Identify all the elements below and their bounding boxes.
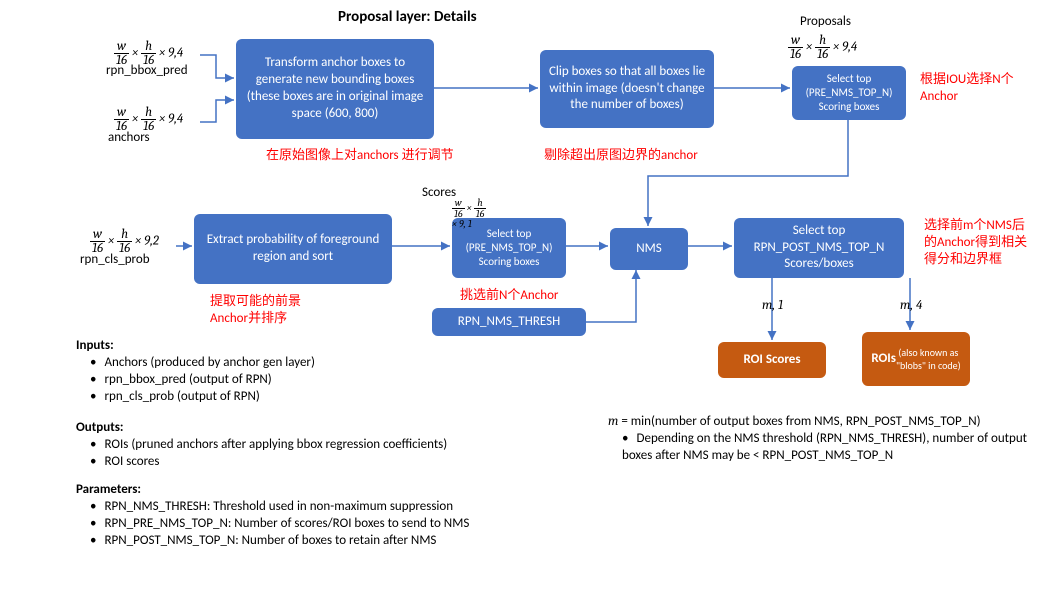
params-title: Parameters: [76,482,141,497]
outputs-title: Outputs: [76,420,124,435]
node-transform: Transform anchor boxes to generate new b… [236,39,434,139]
formula-bbox: w16 × h16 × 9,4 [114,40,183,67]
node-roiscores: ROI Scores [718,342,826,378]
list-item: Anchors (produced by anchor gen layer) [90,355,496,372]
list-item: ROIs (pruned anchors after applying bbox… [90,437,556,454]
list-item: RPN_PRE_NMS_TOP_N: Number of scores/ROI … [90,516,596,533]
diagram-title: Proposal layer: Details [338,8,477,26]
node-thresh: RPN_NMS_THRESH [432,308,586,336]
note-r6: 选择前m个NMS后 的Anchor得到相关 得分和边界框 [924,218,1027,269]
block-inputs: Inputs: Anchors (produced by anchor gen … [76,338,496,406]
node-rois: ROIs(also known as"blobs" in code) [862,332,970,386]
inputs-title: Inputs: [76,338,114,353]
label-proposals: Proposals [800,14,851,31]
node-seltop3: Select top RPN_POST_NMS_TOP_N Scores/box… [734,218,904,278]
list-item: Depending on the NMS threshold (RPN_NMS_… [622,431,1038,465]
formula-scores: w16 × h16× 9, 1 [452,198,486,229]
note-r5: 挑选前N个Anchor [460,288,558,305]
list-item: rpn_cls_prob (output of RPN) [90,389,496,406]
list-item: ROI scores [90,454,556,471]
note-r4: 提取可能的前景 Anchor并排序 [210,294,301,328]
mdef-line1: m = min(number of output boxes from NMS,… [608,414,1038,431]
list-item: RPN_POST_NMS_TOP_N: Number of boxes to r… [90,533,596,550]
note-r3: 根据IOU选择N个 Anchor [920,72,1014,106]
node-clip: Clip boxes so that all boxes lie within … [540,50,714,128]
note-r2: 剔除超出原图边界的anchor [544,148,698,165]
formula-anchors: w16 × h16 × 9,4 [114,106,183,133]
node-extract: Extract probability of foreground region… [194,214,392,284]
node-seltop1: Select top (PRE_NMS_TOP_N) Scoring boxes [792,66,906,120]
note-r1: 在原始图像上对anchors 进行调节 [266,148,454,165]
formula-cls: w16 × h16 × 9,2 [90,228,159,255]
label-m4: m, 4 [900,298,922,315]
label-m1: m, 1 [762,298,783,315]
node-nms: NMS [610,228,688,270]
block-params: Parameters: RPN_NMS_THRESH: Threshold us… [76,482,596,550]
block-mdef: m = min(number of output boxes from NMS,… [608,414,1038,465]
formula-proposals: w16 × h16 × 9,4 [788,34,857,61]
list-item: RPN_NMS_THRESH: Threshold used in non-ma… [90,499,596,516]
block-outputs: Outputs: ROIs (pruned anchors after appl… [76,420,556,471]
list-item: rpn_bbox_pred (output of RPN) [90,372,496,389]
